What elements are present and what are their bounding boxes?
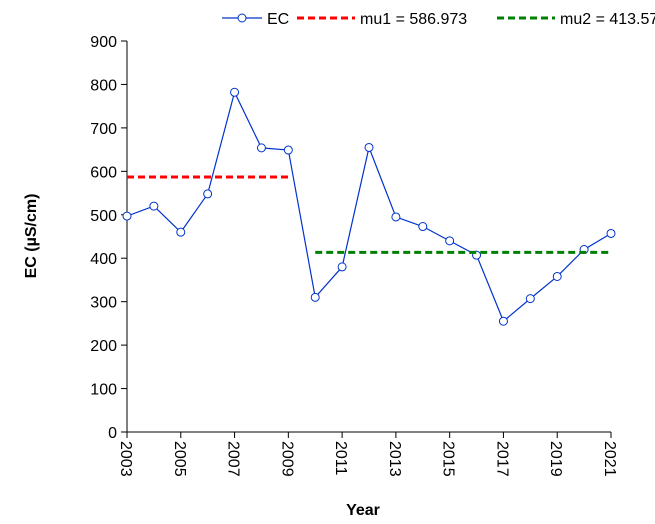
data-point [230,87,240,97]
data-point [364,142,374,152]
legend-label: mu1 = 586.973 [360,11,467,28]
y-tick-label: 300 [90,295,117,312]
data-point [203,189,213,199]
data-point [176,227,186,237]
data-point [445,236,455,246]
y-tick-label: 100 [90,382,117,399]
data-point [552,271,562,281]
series-line [126,90,612,323]
y-tick-label: 200 [90,338,117,355]
data-point [498,316,508,326]
x-tick-label: 2015 [440,441,457,477]
y-tick-label: 900 [90,34,117,51]
y-tick-label: 500 [90,208,117,225]
y-tick-label: 0 [108,425,117,442]
x-tick-label: 2003 [117,441,134,477]
data-point [418,222,428,232]
y-tick-label: 600 [90,164,117,181]
y-tick-label: 700 [90,121,117,138]
y-axis-label: EC (µS/cm) [23,194,40,279]
x-tick-label: 2013 [386,441,403,477]
legend-label: EC [267,11,289,28]
data-point [310,292,320,302]
data-point [391,212,401,222]
x-tick-label: 2019 [547,441,564,477]
legend-marker [237,13,247,23]
data-point [606,228,616,238]
y-tick-label: 800 [90,77,117,94]
x-axis-label: Year [346,502,380,519]
x-tick-label: 2009 [278,441,295,477]
x-tick-label: 2005 [171,441,188,477]
data-point [256,143,266,153]
x-tick-label: 2011 [332,441,349,476]
x-tick-label: 2007 [225,441,242,477]
data-point [149,201,159,211]
data-point [525,294,535,304]
y-tick-label: 400 [90,251,117,268]
data-point [122,211,132,221]
legend-label: mu2 = 413.574 [560,11,655,28]
x-tick-label: 2021 [601,441,618,477]
x-tick-label: 2017 [493,441,510,477]
data-point [283,145,293,155]
data-point [337,262,347,272]
